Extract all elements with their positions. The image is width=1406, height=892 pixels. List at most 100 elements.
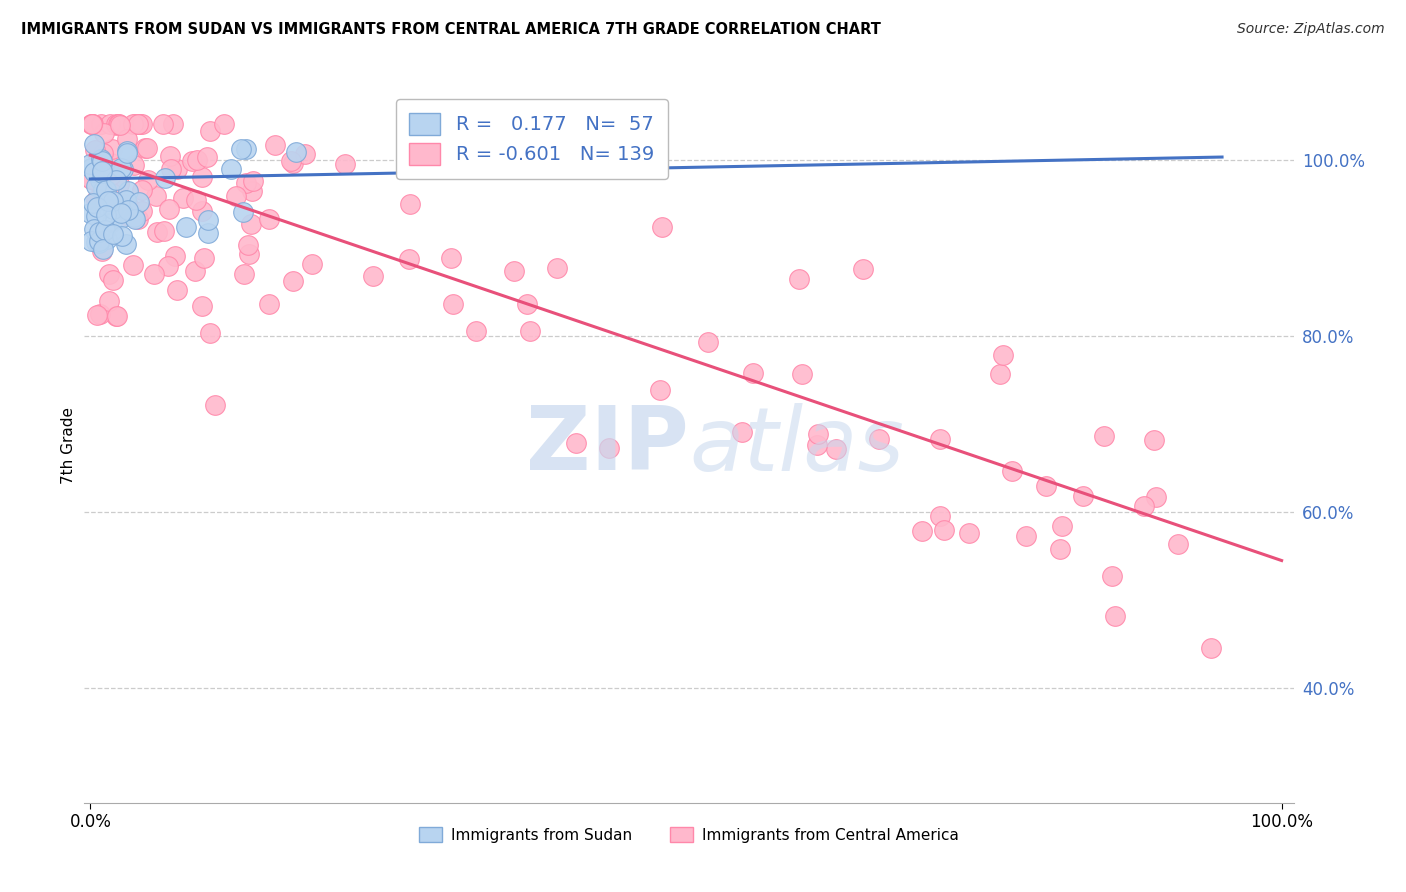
Point (110, 206, 132, 220)
Point (1104, 609, 1126, 624)
Point (107, 118, 129, 132)
Point (807, 427, 830, 442)
Point (100, 142, 122, 156)
Point (84, 194, 107, 208)
Point (112, 161, 135, 176)
Point (122, 158, 145, 172)
Point (82, 196, 104, 211)
Point (91, 163, 114, 178)
Legend: Immigrants from Sudan, Immigrants from Central America: Immigrants from Sudan, Immigrants from C… (412, 821, 966, 848)
Point (184, 193, 207, 207)
Point (89, 307, 111, 321)
Point (868, 432, 890, 446)
Point (651, 219, 673, 234)
Point (90, 153, 112, 168)
Point (101, 273, 124, 287)
Point (197, 213, 219, 227)
Point (108, 118, 131, 132)
Point (361, 268, 384, 283)
Point (233, 267, 256, 281)
Point (198, 124, 221, 138)
Point (236, 238, 259, 252)
Point (730, 425, 752, 440)
Point (648, 383, 671, 397)
Point (115, 132, 138, 146)
Point (80, 171, 103, 186)
Point (121, 118, 143, 132)
Point (1143, 434, 1166, 448)
Text: IMMIGRANTS FROM SUDAN VS IMMIGRANTS FROM CENTRAL AMERICA 7TH GRADE CORRELATION C: IMMIGRANTS FROM SUDAN VS IMMIGRANTS FROM… (21, 22, 882, 37)
Point (117, 184, 139, 198)
Text: Source: ZipAtlas.com: Source: ZipAtlas.com (1237, 22, 1385, 37)
Point (131, 183, 153, 197)
Point (516, 296, 538, 310)
Point (146, 225, 169, 239)
Point (229, 142, 252, 156)
Point (240, 184, 263, 198)
Point (790, 367, 813, 381)
Point (103, 194, 125, 208)
Point (83, 143, 105, 157)
Point (212, 118, 235, 132)
Point (117, 198, 139, 212)
Point (79, 157, 101, 171)
Point (159, 149, 181, 163)
Point (193, 251, 215, 265)
Point (172, 191, 194, 205)
Point (101, 186, 124, 201)
Point (281, 156, 304, 170)
Point (84, 210, 107, 224)
Point (333, 157, 356, 171)
Point (294, 147, 316, 161)
Text: atlas: atlas (689, 403, 904, 489)
Point (280, 153, 302, 168)
Point (852, 261, 875, 276)
Point (80, 234, 103, 248)
Point (519, 324, 541, 338)
Point (83, 137, 105, 152)
Point (191, 169, 214, 184)
Point (93, 198, 115, 212)
Point (242, 174, 264, 188)
Point (96, 231, 118, 245)
Point (114, 193, 136, 207)
Point (122, 258, 145, 272)
Point (398, 197, 420, 211)
Point (465, 325, 488, 339)
Point (186, 153, 208, 167)
Point (911, 524, 934, 538)
Point (127, 118, 149, 132)
Y-axis label: 7th Grade: 7th Grade (60, 408, 76, 484)
Point (82, 118, 104, 132)
Point (503, 264, 526, 278)
Point (129, 118, 152, 132)
Point (929, 432, 952, 446)
Point (83, 222, 105, 236)
Point (110, 118, 132, 132)
Point (134, 141, 156, 155)
Point (105, 310, 128, 324)
Point (441, 297, 464, 311)
Point (239, 218, 262, 232)
Point (98, 191, 121, 205)
Point (91, 243, 114, 257)
Point (124, 118, 146, 132)
Point (988, 367, 1011, 381)
Point (696, 334, 718, 349)
Point (160, 161, 183, 176)
Point (166, 161, 188, 176)
Point (232, 204, 254, 219)
Point (98, 118, 121, 132)
Point (1049, 542, 1071, 557)
Point (1132, 499, 1154, 513)
Point (1001, 464, 1024, 478)
Point (301, 257, 323, 271)
Text: ZIP: ZIP (526, 402, 689, 490)
Point (86, 308, 108, 322)
Point (80, 172, 103, 186)
Point (89, 173, 111, 187)
Point (82, 118, 104, 132)
Point (131, 203, 153, 218)
Point (96, 183, 118, 197)
Point (90, 118, 112, 132)
